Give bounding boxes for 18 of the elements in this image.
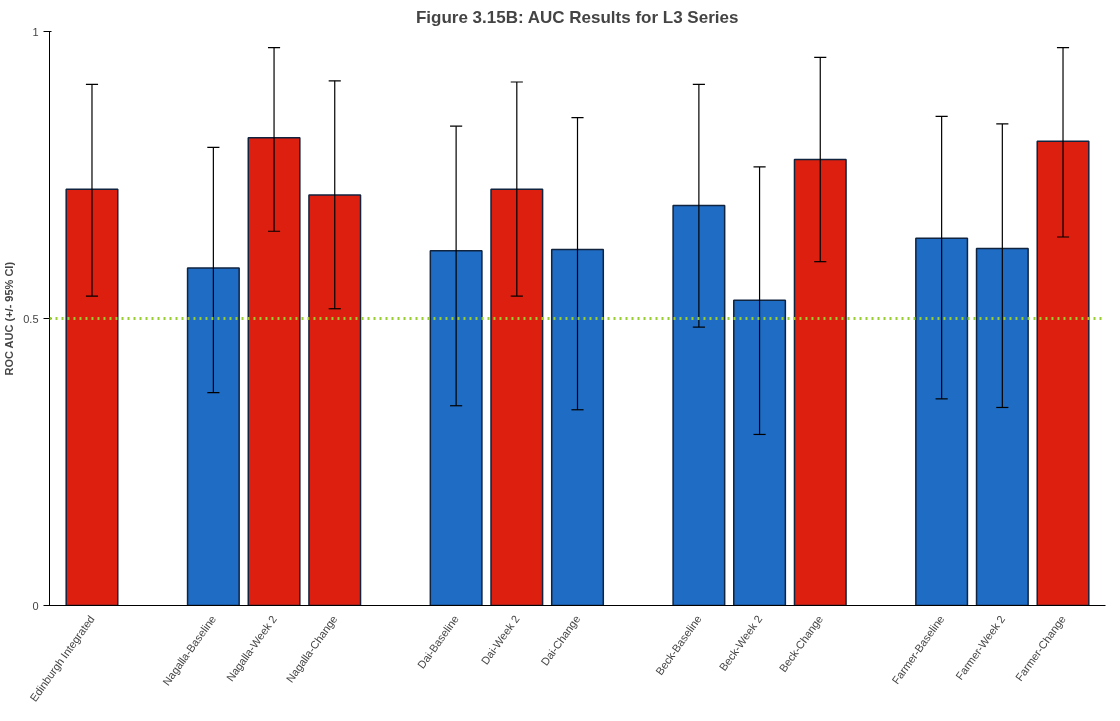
bar: [975, 247, 1029, 606]
y-tick-label: 0: [32, 599, 39, 612]
bar: [247, 136, 301, 606]
y-axis-title: ROC AUC (+/- 95% CI): [3, 261, 16, 376]
chart-title: Figure 3.15B: AUC Results for L3 Series: [415, 7, 739, 27]
y-tick-label: 0.5: [23, 312, 39, 325]
bar: [550, 248, 605, 606]
bar: [733, 299, 787, 606]
bar: [65, 188, 119, 606]
bar: [1036, 140, 1090, 606]
bar: [915, 237, 969, 606]
bar: [490, 188, 544, 606]
bar: [308, 194, 362, 606]
bar: [429, 250, 483, 606]
bar: [186, 267, 240, 606]
y-tick-label: 1: [32, 25, 39, 38]
bar: [793, 158, 847, 606]
bar: [672, 204, 726, 606]
